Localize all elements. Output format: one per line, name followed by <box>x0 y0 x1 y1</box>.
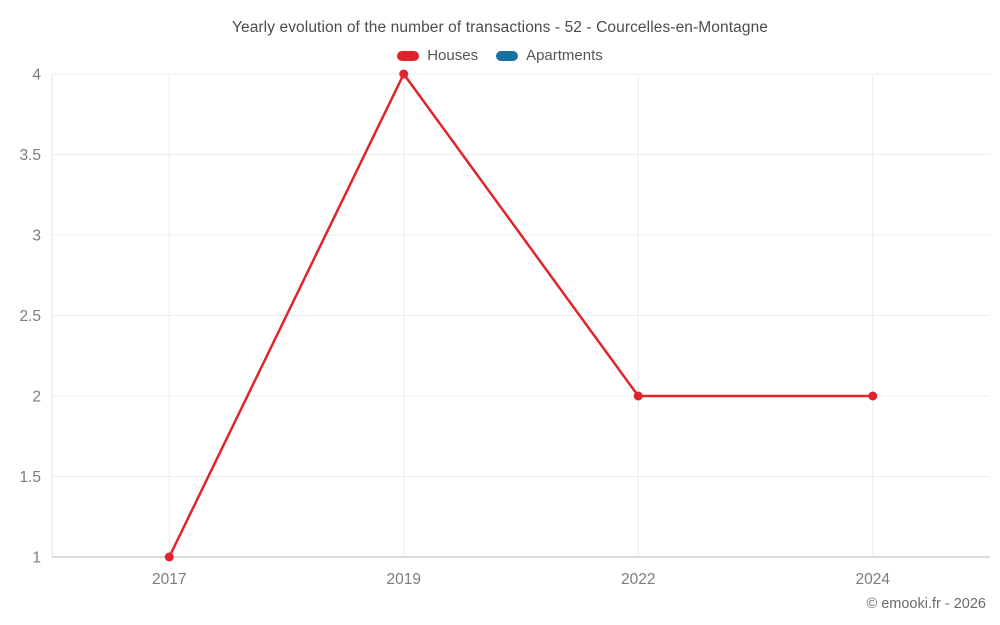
y-tick-label: 4 <box>32 67 41 84</box>
legend-item-houses[interactable]: Houses <box>397 47 478 64</box>
y-tick-label: 3.5 <box>19 147 41 164</box>
apartments-legend-label: Apartments <box>526 47 603 64</box>
x-tick-label: 2024 <box>856 571 891 588</box>
y-tick-label: 2.5 <box>19 308 41 325</box>
y-tick-label: 1 <box>32 550 41 567</box>
apartments-legend-swatch-icon <box>496 50 519 61</box>
x-tick-label: 2017 <box>152 571 186 588</box>
data-point-houses-2017 <box>164 552 174 562</box>
y-tick-label: 2 <box>32 389 41 406</box>
data-point-houses-2024 <box>868 391 878 401</box>
series-line-houses <box>168 72 874 559</box>
y-tick-label: 1.5 <box>19 469 41 486</box>
copyright-text: © emooki.fr - 2026 <box>866 596 986 612</box>
chart-title: Yearly evolution of the number of transa… <box>231 19 769 36</box>
data-point-houses-2019 <box>399 69 409 79</box>
chart-legend: Houses Apartments <box>0 47 1000 64</box>
legend-item-apartments[interactable]: Apartments <box>496 47 603 64</box>
houses-legend-swatch-icon <box>397 50 420 61</box>
houses-legend-label: Houses <box>427 47 479 64</box>
x-tick-label: 2022 <box>621 571 655 588</box>
x-tick-label: 2019 <box>387 571 421 588</box>
data-point-houses-2022 <box>633 391 643 401</box>
y-tick-label: 3 <box>32 228 41 245</box>
